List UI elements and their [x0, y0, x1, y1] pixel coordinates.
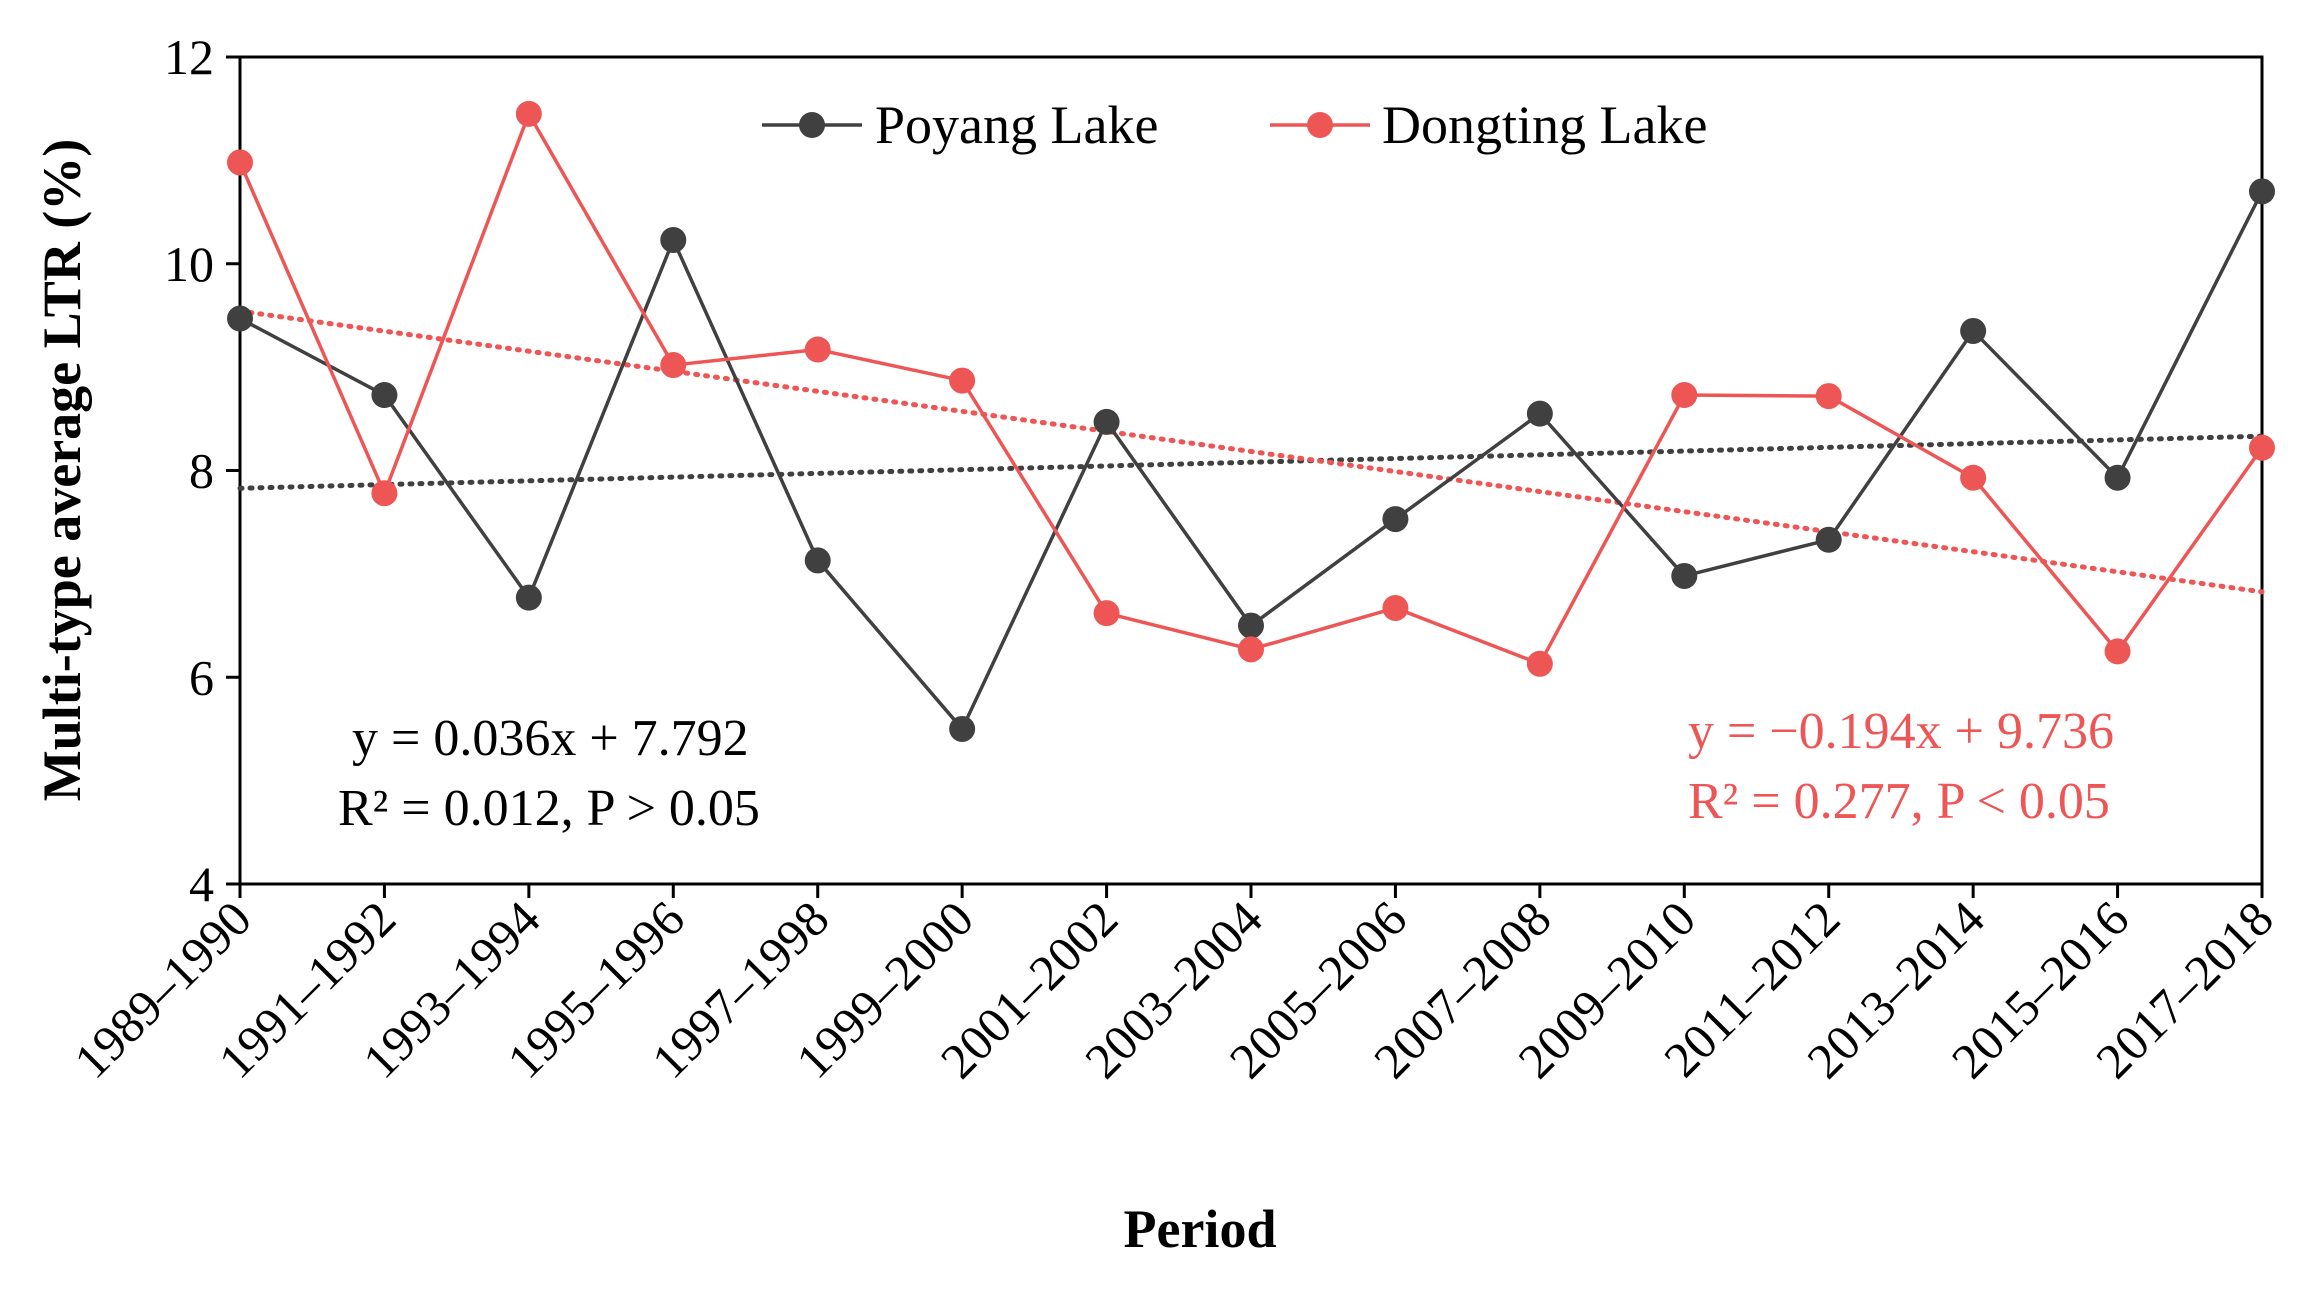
legend-swatch-marker	[1307, 112, 1333, 138]
trendlines	[237, 308, 2265, 595]
data-point	[2249, 434, 2275, 461]
trendline	[237, 308, 2265, 595]
y-tick-label: 12	[164, 29, 214, 85]
data-point	[660, 352, 687, 379]
data-point	[1815, 383, 1842, 410]
legend-swatch-marker	[799, 112, 825, 138]
data-point	[227, 305, 253, 332]
data-point	[949, 367, 976, 394]
data-point	[1671, 562, 1698, 589]
data-point	[949, 715, 976, 742]
legend-item: Dongting Lake	[1270, 95, 1707, 155]
series-line	[238, 112, 2264, 666]
series-lines	[227, 100, 2275, 742]
x-axis-title: Period	[1124, 1199, 1277, 1259]
trend-equation-dongting: y = −0.194x + 9.736	[1688, 703, 2114, 760]
data-point	[1382, 506, 1409, 533]
y-axis-title: Multi-type average LTR (%)	[32, 139, 92, 801]
data-point	[1238, 636, 1264, 663]
data-point	[804, 336, 831, 363]
data-point	[1526, 400, 1553, 427]
series-poyang-lake	[227, 178, 2275, 742]
legend-label: Poyang Lake	[875, 95, 1158, 155]
trend-equation-poyang: y = 0.036x + 7.792	[352, 710, 749, 767]
trend-annotation-poyang: y = 0.036x + 7.792 R² = 0.012, P > 0.05	[338, 710, 760, 837]
data-point	[515, 584, 542, 611]
series-dongting-lake	[227, 100, 2275, 677]
data-point	[1238, 612, 1264, 639]
y-tick-label: 4	[189, 856, 214, 912]
data-point	[660, 226, 687, 253]
data-point	[515, 100, 542, 127]
trendline	[237, 433, 2265, 491]
x-axis-ticks: 1989–19901991–19921993–19941995–19961997…	[63, 884, 2284, 1089]
data-point	[1093, 408, 1120, 435]
trend-annotation-dongting: y = −0.194x + 9.736 R² = 0.277, P < 0.05	[1688, 703, 2114, 830]
data-point	[1526, 650, 1553, 677]
data-point	[2104, 464, 2131, 491]
data-point	[371, 382, 398, 409]
data-point	[371, 480, 398, 507]
data-point	[1960, 464, 1987, 491]
y-axis-ticks: 4 6 8 10 12	[164, 29, 240, 912]
data-point	[1093, 600, 1120, 627]
data-point	[2104, 638, 2131, 665]
data-point	[227, 149, 253, 176]
data-point	[1815, 526, 1842, 553]
legend: Poyang Lake Dongting Lake	[762, 95, 1707, 155]
data-point	[1960, 317, 1987, 344]
data-point	[804, 547, 831, 574]
legend-label: Dongting Lake	[1382, 95, 1707, 155]
trend-stats-dongting: R² = 0.277, P < 0.05	[1688, 773, 2110, 830]
y-tick-label: 8	[189, 443, 214, 499]
data-point	[2249, 178, 2275, 205]
data-point	[1671, 382, 1698, 409]
data-point	[1382, 594, 1409, 621]
y-tick-label: 10	[164, 236, 214, 292]
trend-stats-poyang: R² = 0.012, P > 0.05	[338, 780, 760, 837]
y-tick-label: 6	[189, 649, 214, 705]
legend-item: Poyang Lake	[762, 95, 1158, 155]
